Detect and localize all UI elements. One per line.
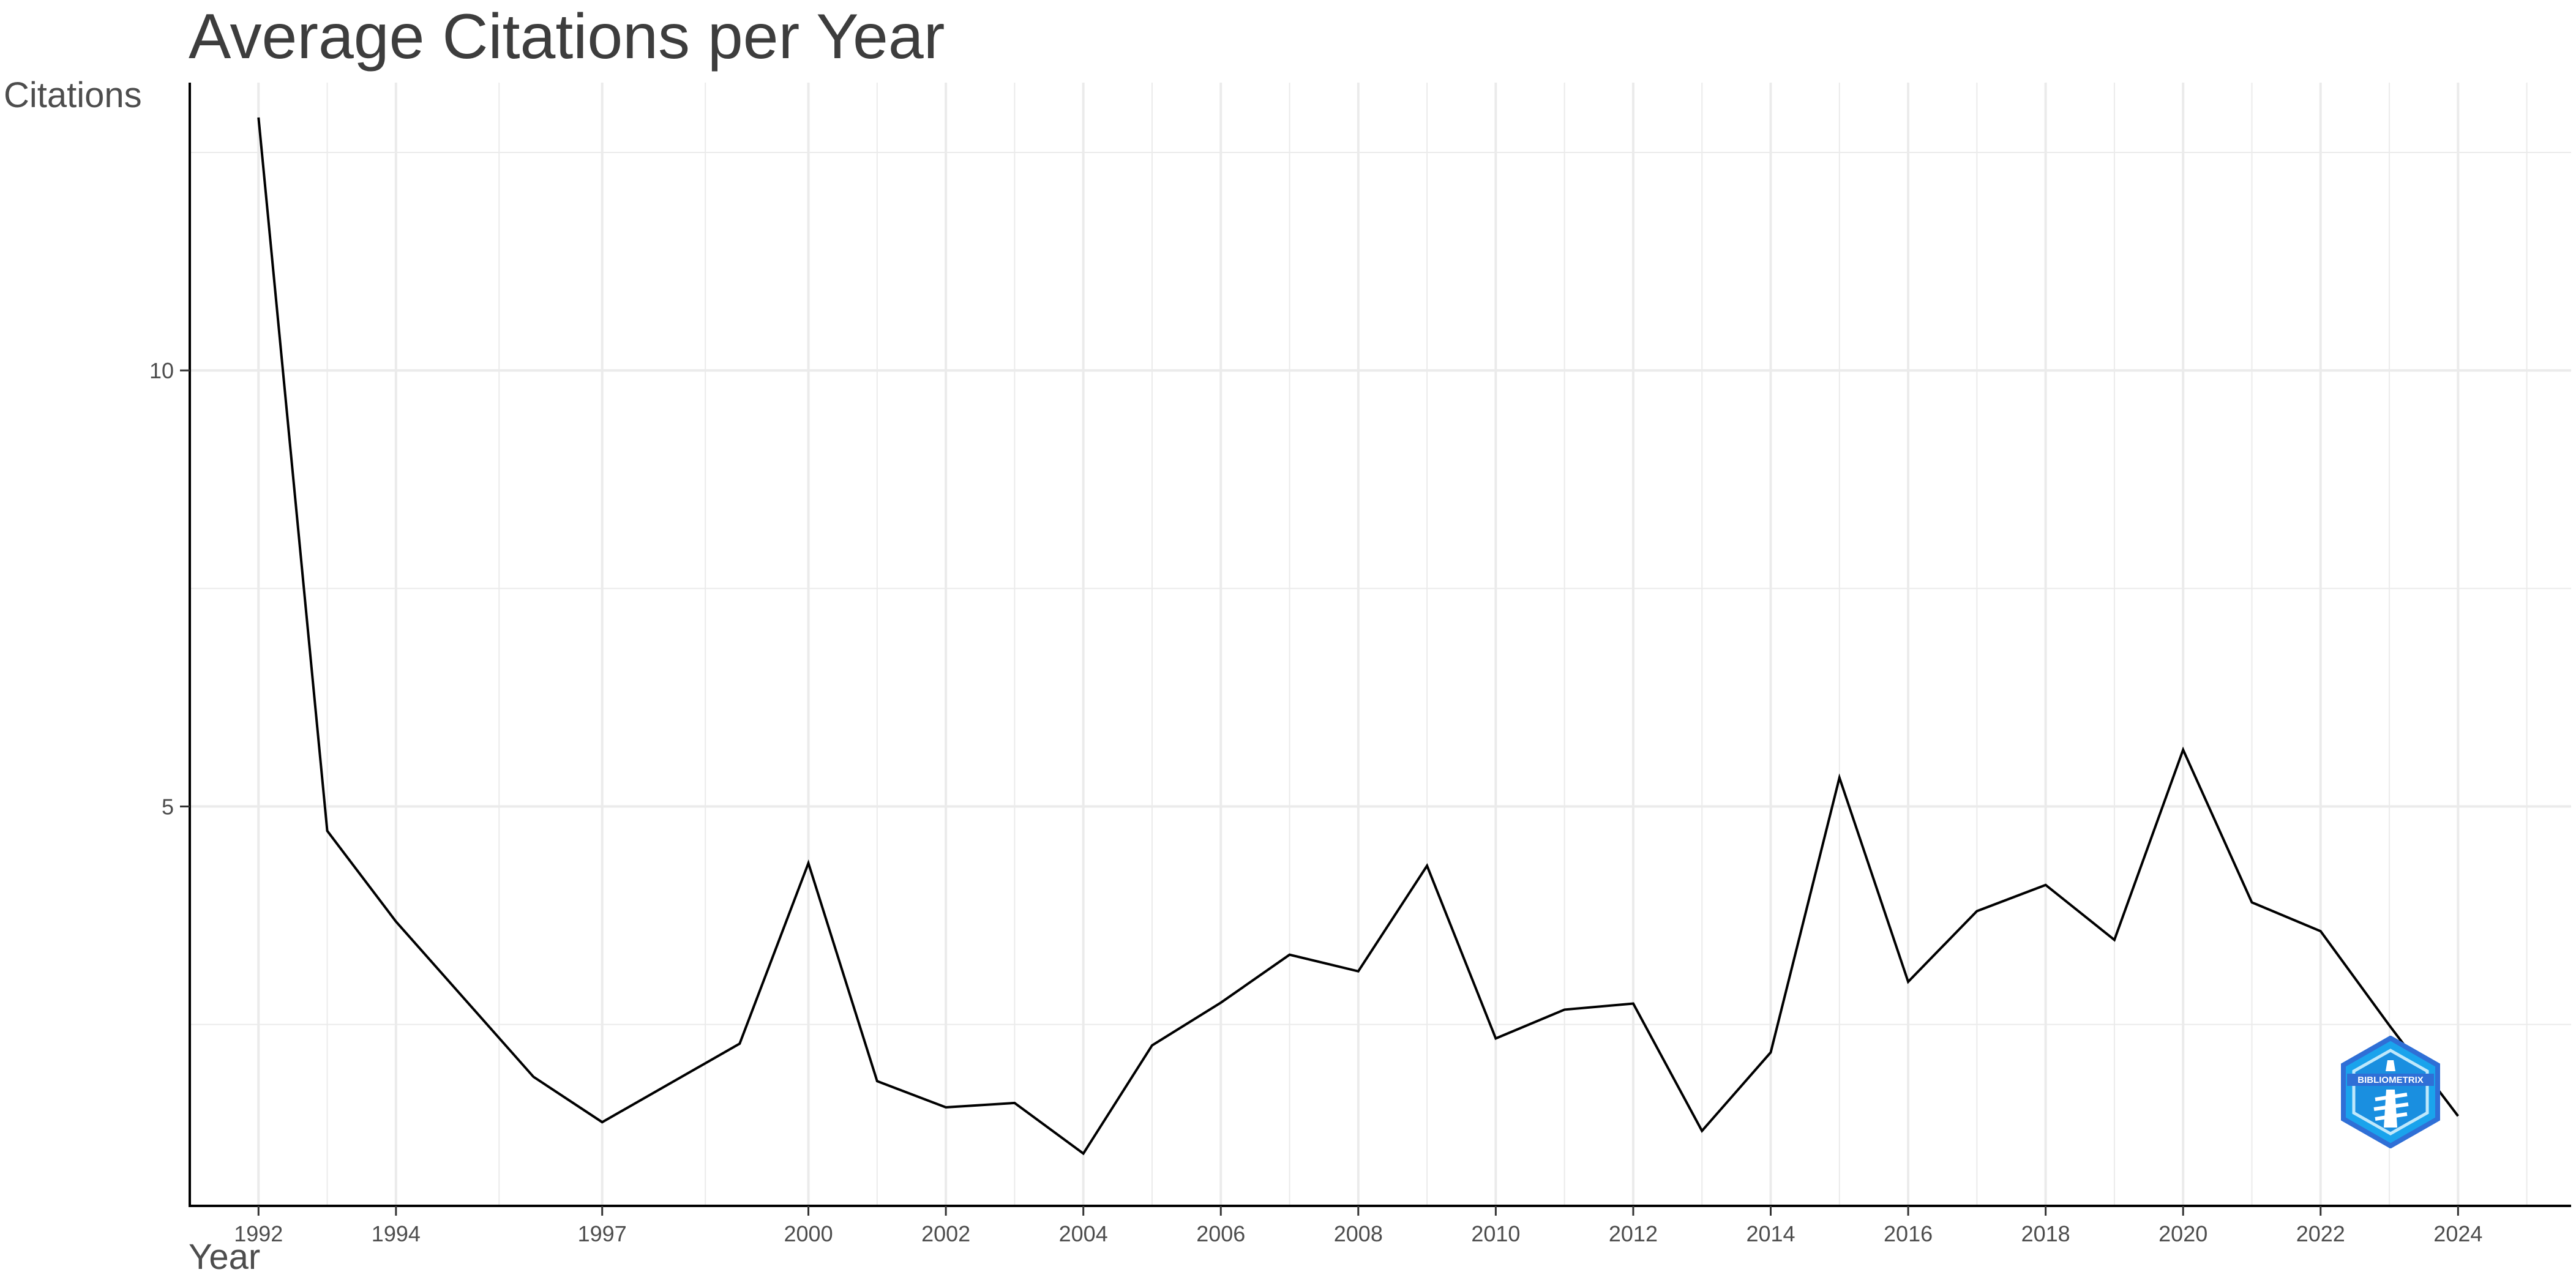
x-tick-label: 1992 xyxy=(234,1221,283,1246)
y-tick-label: 10 xyxy=(149,358,174,383)
bibliometrix-logo: BIBLIOMETRIX xyxy=(2341,1036,2440,1148)
logo-stripes-icon xyxy=(2373,1093,2409,1121)
x-tick-label: 2022 xyxy=(2296,1221,2345,1246)
x-tick-label: 2018 xyxy=(2021,1221,2070,1246)
x-tick-label: 2012 xyxy=(1609,1221,1658,1246)
x-tick-label: 2000 xyxy=(784,1221,833,1246)
x-tick-label: 2020 xyxy=(2159,1221,2207,1246)
x-tick-label: 2004 xyxy=(1059,1221,1108,1246)
x-tick-label: 1994 xyxy=(372,1221,421,1246)
logo-lighthouse-top-icon xyxy=(2386,1060,2395,1071)
y-ticks: 5 10 xyxy=(149,358,190,819)
x-tick-label: 2002 xyxy=(921,1221,970,1246)
x-tick-label: 2016 xyxy=(1884,1221,1933,1246)
logo-text: BIBLIOMETRIX xyxy=(2357,1075,2424,1085)
x-tick-label: 2010 xyxy=(1471,1221,1520,1246)
logo-banner xyxy=(2347,1074,2434,1086)
series-line xyxy=(257,117,2459,1156)
x-axis-label: Year xyxy=(189,1237,261,1277)
chart-title: Average Citations per Year xyxy=(189,1,945,72)
x-ticks: 1992 1994 1997 2000 2002 2004 2006 2008 2010 2012… xyxy=(234,1206,2482,1246)
minor-gridlines xyxy=(190,83,2571,1206)
x-tick-label: 1997 xyxy=(578,1221,627,1246)
x-tick-label: 2014 xyxy=(1746,1221,1795,1246)
x-tick-label: 2006 xyxy=(1196,1221,1245,1246)
y-tick-label: 5 xyxy=(162,794,174,819)
x-tick-label: 2024 xyxy=(2433,1221,2482,1246)
y-axis-label: Citations xyxy=(4,75,142,115)
major-gridlines xyxy=(190,83,2571,1206)
series-group xyxy=(257,117,2459,1156)
x-tick-label: 2008 xyxy=(1334,1221,1383,1246)
